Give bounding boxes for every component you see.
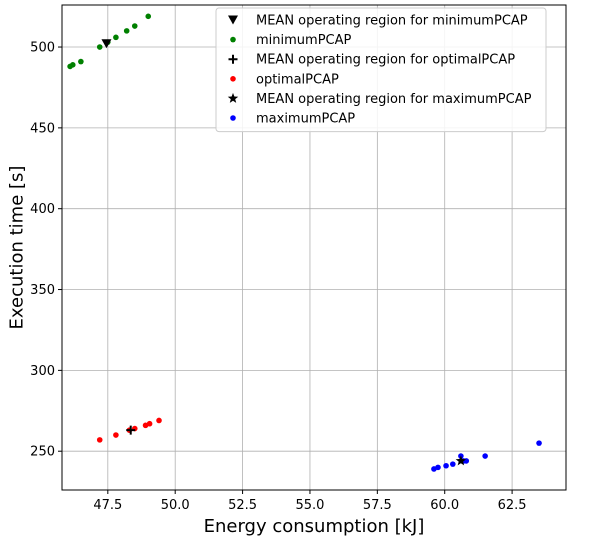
point-minimumpcap [131,23,138,29]
legend-label: MEAN operating region for minimumPCAP [256,14,528,29]
point-minimumpcap [123,28,130,34]
legend-label: MEAN operating region for optimalPCAP [256,53,515,68]
plot-area-frame [61,4,567,491]
y-tick-label: 350 [30,283,55,298]
legend-marker [228,15,238,25]
legend-marker [227,92,239,103]
y-tick-label: 450 [30,121,55,136]
legend-label: optimalPCAP [256,72,339,87]
legend-marker [230,115,236,121]
point-maximumpcap [536,440,542,446]
x-tick-label: 52.5 [228,498,257,513]
x-tick-label: 60.0 [430,498,459,513]
data-points [67,13,542,472]
legend-box [215,7,547,133]
x-axis-title: Energy consumption [kJ] [204,516,425,537]
y-tick-label: 400 [30,202,55,217]
point-mean-operating-region-for-minimumpcap [101,39,112,49]
x-tick-label: 57.5 [363,498,392,513]
legend-label: maximumPCAP [256,112,355,127]
point-maximumpcap [450,461,456,467]
point-minimumpcap [78,58,84,65]
point-maximumpcap [482,453,488,459]
x-tick-label: 62.5 [498,498,527,513]
legend-marker [230,36,236,43]
point-optimalpcap [113,432,119,438]
point-minimumpcap [113,34,119,41]
legend-label: MEAN operating region for maximumPCAP [256,92,532,107]
point-minimumpcap [96,44,103,50]
x-tick-label: 50.0 [161,498,190,513]
point-maximumpcap [435,464,441,471]
legend-marker [230,76,236,82]
point-optimalpcap [146,420,153,427]
point-optimalpcap [156,417,162,424]
legend-marker [228,54,238,64]
y-tick-label: 500 [30,41,55,56]
y-axis-title: Execution time [s] [7,166,28,330]
x-tick-label: 47.5 [93,498,122,513]
legend-label: minimumPCAP [256,33,352,48]
point-maximumpcap [463,458,470,464]
point-minimumpcap [145,13,152,20]
x-tick-label: 55.0 [295,498,324,513]
point-minimumpcap [69,62,76,68]
y-tick-label: 250 [30,445,55,460]
point-mean-operating-region-for-optimalpcap [126,425,136,435]
point-optimalpcap [96,437,103,443]
y-tick-label: 300 [30,364,55,379]
legend: MEAN operating region for minimumPCAP min… [215,7,547,133]
point-maximumpcap [443,462,449,469]
axis-ticks: 47.5 50.0 52.5 55.0 57.5 60.0 62.5 250 300 350 400… [30,41,526,513]
point-mean-operating-region-for-maximumpcap [455,455,467,466]
